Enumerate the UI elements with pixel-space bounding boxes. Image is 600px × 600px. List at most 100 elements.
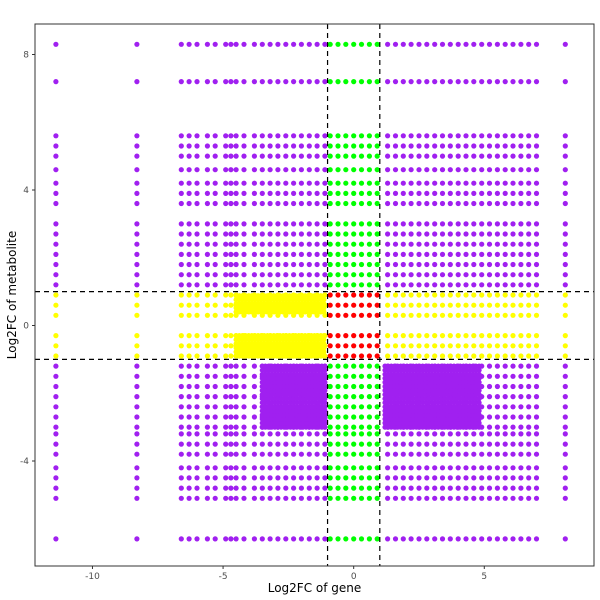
points-layer bbox=[53, 41, 568, 542]
data-point bbox=[502, 404, 508, 410]
data-point bbox=[251, 383, 257, 390]
data-point bbox=[212, 41, 218, 47]
data-point bbox=[533, 231, 540, 237]
data-point bbox=[53, 475, 59, 481]
data-point bbox=[455, 312, 461, 318]
data-point bbox=[223, 394, 229, 400]
data-point bbox=[526, 241, 532, 247]
data-point bbox=[358, 475, 365, 481]
data-point bbox=[486, 231, 493, 237]
data-point bbox=[533, 343, 540, 349]
data-point bbox=[463, 282, 469, 288]
data-point bbox=[416, 536, 422, 542]
data-point bbox=[358, 133, 365, 139]
data-point bbox=[223, 251, 229, 257]
data-point bbox=[408, 221, 414, 227]
data-point bbox=[463, 333, 469, 339]
data-point bbox=[358, 451, 365, 457]
data-point bbox=[358, 41, 365, 47]
data-point bbox=[562, 241, 568, 247]
data-point bbox=[223, 153, 229, 159]
data-point bbox=[251, 441, 257, 447]
data-point bbox=[322, 475, 328, 481]
data-point bbox=[204, 394, 210, 400]
data-point bbox=[424, 190, 430, 196]
data-point bbox=[223, 292, 229, 298]
data-point bbox=[424, 180, 430, 186]
data-point bbox=[233, 153, 239, 159]
data-point bbox=[178, 353, 184, 359]
data-point bbox=[366, 451, 372, 457]
data-point bbox=[306, 41, 312, 47]
data-point bbox=[510, 153, 516, 159]
data-point bbox=[471, 465, 477, 471]
data-point bbox=[526, 475, 532, 481]
data-point bbox=[186, 251, 192, 257]
data-point bbox=[228, 475, 234, 481]
data-point bbox=[439, 536, 446, 542]
data-point bbox=[351, 485, 357, 491]
data-point bbox=[447, 221, 453, 227]
data-point bbox=[186, 485, 192, 491]
data-point bbox=[502, 495, 508, 501]
data-point bbox=[223, 167, 229, 173]
data-point bbox=[494, 143, 500, 149]
data-point bbox=[533, 292, 540, 298]
data-point bbox=[486, 282, 493, 288]
data-point bbox=[526, 190, 532, 196]
y-tick-label: 0 bbox=[23, 321, 29, 331]
data-point bbox=[241, 485, 247, 491]
data-point bbox=[275, 282, 281, 288]
data-point bbox=[392, 272, 399, 278]
data-point bbox=[518, 343, 524, 349]
data-point bbox=[518, 79, 524, 85]
data-point bbox=[526, 143, 532, 149]
data-point bbox=[400, 143, 406, 149]
data-point bbox=[463, 143, 469, 149]
data-point bbox=[439, 261, 446, 268]
data-point bbox=[186, 394, 192, 400]
data-point bbox=[494, 424, 500, 430]
data-point bbox=[212, 190, 218, 196]
data-point bbox=[291, 231, 297, 237]
data-point bbox=[385, 251, 391, 257]
data-point bbox=[374, 333, 380, 339]
y-tick-label: 8 bbox=[23, 50, 29, 60]
data-point bbox=[212, 333, 218, 339]
data-point bbox=[314, 272, 320, 278]
data-point bbox=[518, 363, 524, 369]
data-point bbox=[455, 251, 461, 257]
data-point bbox=[479, 451, 485, 457]
data-point bbox=[327, 451, 333, 457]
data-point bbox=[400, 153, 406, 159]
data-point bbox=[194, 475, 200, 481]
data-point bbox=[366, 475, 372, 481]
data-point bbox=[335, 536, 341, 542]
data-point bbox=[424, 231, 430, 237]
data-point bbox=[416, 79, 422, 85]
data-point bbox=[439, 353, 446, 359]
data-point bbox=[510, 485, 516, 491]
data-point bbox=[228, 363, 234, 369]
data-point bbox=[476, 375, 482, 381]
data-point bbox=[502, 451, 508, 457]
data-point bbox=[241, 180, 247, 186]
data-point bbox=[241, 424, 247, 430]
data-point bbox=[251, 282, 257, 288]
data-point bbox=[408, 333, 414, 339]
data-point bbox=[322, 180, 328, 186]
data-point bbox=[283, 261, 289, 268]
data-point bbox=[298, 231, 304, 237]
data-point bbox=[275, 41, 281, 47]
data-point bbox=[510, 383, 516, 390]
data-point bbox=[321, 345, 327, 351]
data-point bbox=[343, 143, 349, 149]
data-point bbox=[400, 485, 406, 491]
data-point bbox=[343, 167, 349, 173]
data-point bbox=[471, 343, 477, 349]
data-point bbox=[400, 251, 406, 257]
data-point bbox=[322, 251, 328, 257]
data-point bbox=[327, 404, 333, 410]
data-point bbox=[424, 343, 430, 349]
data-point bbox=[178, 200, 184, 207]
